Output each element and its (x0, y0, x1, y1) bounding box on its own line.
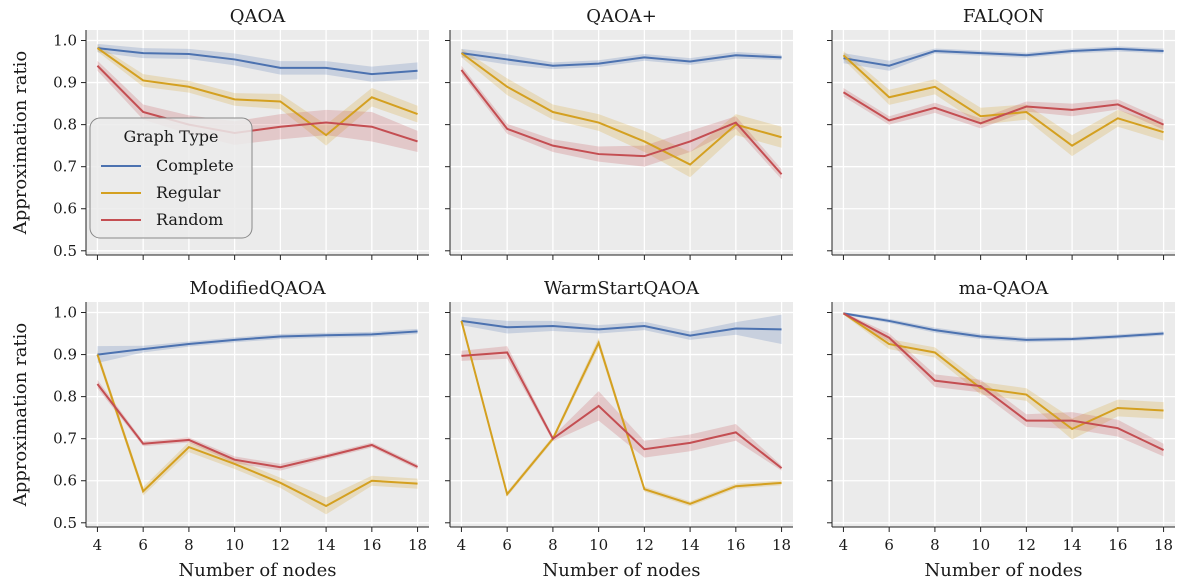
series-line-complete (843, 47, 1164, 67)
y-tick-label: 0.7 (53, 430, 77, 448)
x-tick-label: 16 (362, 536, 381, 554)
x-tick-label: 16 (726, 536, 745, 554)
y-axis-label: Approximation ratio (10, 51, 31, 236)
x-tick-label: 8 (184, 536, 194, 554)
legend-label-random: Random (156, 210, 223, 229)
confidence-band-regular (843, 51, 1164, 157)
confidence-band-complete (843, 312, 1164, 343)
x-tick-label: 18 (408, 536, 427, 554)
panel-1: QAOA+ (445, 6, 793, 260)
series-line-complete (97, 330, 418, 356)
y-axis-label: Approximation ratio (10, 323, 31, 508)
x-tick-label: 8 (930, 536, 940, 554)
series-line-complete (843, 312, 1164, 341)
x-tick-label: 18 (1154, 536, 1173, 554)
panel-3: 0.5 0.6 0.7 0.8 0.9 1.0 Approximation ratio 4 6 8… (10, 278, 429, 581)
legend-title: Graph Type (123, 127, 218, 146)
x-tick-label: 18 (772, 536, 791, 554)
panel-title: QAOA+ (586, 6, 657, 27)
y-tick-label: 1.0 (53, 304, 77, 322)
series-line-random (461, 351, 783, 469)
legend-label-regular: Regular (156, 183, 221, 202)
y-tick-label: 0.9 (53, 74, 77, 92)
x-tick-label: 10 (589, 536, 608, 554)
panel-title: WarmStartQAOA (544, 278, 700, 299)
x-tick-label: 8 (548, 536, 558, 554)
x-tick-label: 12 (271, 536, 290, 554)
confidence-band-complete (843, 46, 1164, 71)
x-tick-label: 14 (681, 536, 700, 554)
x-axis-label: Number of nodes (179, 560, 337, 581)
y-tick-label: 0.5 (53, 242, 77, 260)
x-tick-label: 4 (93, 536, 103, 554)
series-line-regular (460, 52, 782, 166)
y-tick-label: 0.7 (53, 158, 77, 176)
series-line-random (842, 91, 1164, 126)
series-line-random (460, 69, 783, 175)
panel-title: ma-QAOA (959, 278, 1049, 299)
series-line-random (842, 312, 1164, 451)
series-line-regular (460, 320, 782, 505)
series-line-regular (96, 354, 418, 508)
y-tick-label: 0.5 (53, 514, 77, 532)
confidence-band-regular (461, 318, 782, 507)
panel-4: 4 6 8 10 12 14 16 18 Number of nodes WarmStartQAO… (445, 278, 793, 581)
y-tick-label: 1.0 (53, 32, 77, 50)
legend: Graph Type Complete Regular Random (89, 117, 253, 239)
panel-title: FALQON (963, 6, 1044, 27)
confidence-band-random (461, 65, 782, 180)
x-tick-label: 6 (138, 536, 148, 554)
y-tick-label: 0.8 (53, 388, 77, 406)
x-tick-label: 6 (502, 536, 512, 554)
x-axis-label: Number of nodes (543, 560, 701, 581)
y-tick-label: 0.8 (53, 116, 77, 134)
confidence-band-complete (461, 314, 782, 345)
y-tick-label: 0.6 (53, 200, 77, 218)
x-tick-label: 14 (317, 536, 336, 554)
series-line-complete (461, 319, 782, 337)
confidence-band-random (843, 312, 1164, 457)
confidence-band-regular (97, 44, 418, 146)
x-tick-label: 16 (1108, 536, 1127, 554)
confidence-band-regular (461, 48, 782, 178)
legend-label-complete: Complete (156, 156, 234, 175)
y-tick-label: 0.6 (53, 472, 77, 490)
x-axis-label: Number of nodes (925, 560, 1083, 581)
confidence-band-random (843, 88, 1164, 130)
panel-0: 0.5 0.6 0.7 0.8 0.9 1.0 Approximation ratio QAO… (10, 6, 429, 260)
panel-2: FALQON (827, 6, 1175, 260)
x-tick-label: 10 (225, 536, 244, 554)
y-tick-label: 0.9 (53, 346, 77, 364)
x-tick-label: 6 (884, 536, 894, 554)
panel-title: ModifiedQAOA (189, 278, 326, 299)
series-line-random (96, 65, 418, 143)
series-line-random (96, 383, 418, 469)
legend-box (89, 117, 253, 239)
x-tick-label: 14 (1063, 536, 1082, 554)
panel-title: QAOA (230, 6, 287, 27)
x-tick-label: 4 (457, 536, 467, 554)
x-tick-label: 4 (839, 536, 849, 554)
panel-5: 4 6 8 10 12 14 16 18 Number of nodes ma-QAOA (827, 278, 1175, 581)
series-line-complete (97, 47, 418, 76)
confidence-band-complete (97, 328, 418, 363)
series-line-regular (96, 47, 418, 137)
x-tick-label: 12 (1017, 536, 1036, 554)
x-tick-label: 12 (635, 536, 654, 554)
series-line-complete (461, 52, 782, 67)
x-tick-label: 10 (971, 536, 990, 554)
